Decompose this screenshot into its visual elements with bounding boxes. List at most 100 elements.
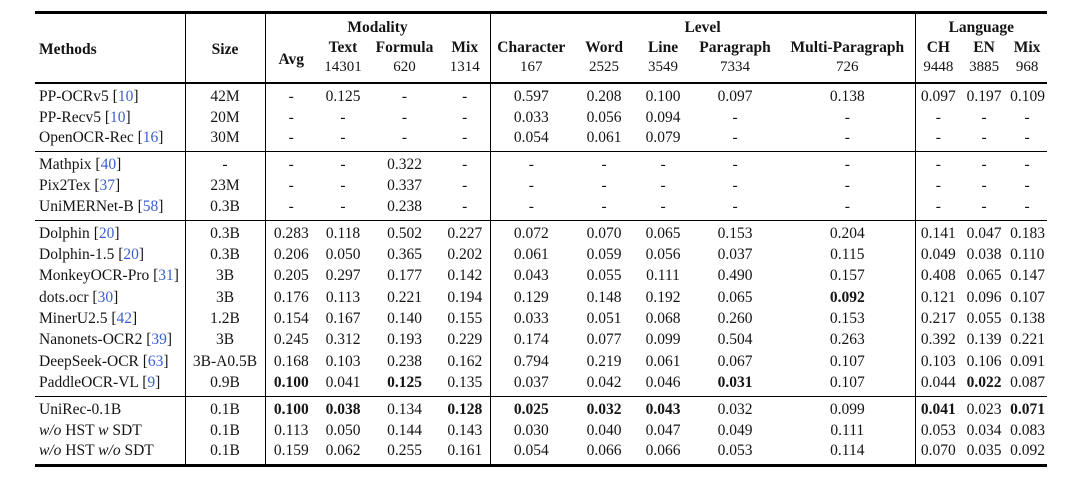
cell-line: 0.111 bbox=[646, 267, 680, 285]
cell-text: 0.050 bbox=[325, 421, 361, 439]
cell-ch: - bbox=[914, 151, 962, 176]
cell-size: 20M bbox=[185, 106, 266, 129]
cell-line: - bbox=[660, 156, 666, 174]
cell-word: 0.061 bbox=[586, 129, 622, 147]
cell-character: 0.054 bbox=[489, 441, 573, 466]
cell-mix-language: 0.071 bbox=[1010, 400, 1045, 418]
col-header-avg: Avg bbox=[278, 50, 305, 68]
cell-avg: 0.159 bbox=[273, 442, 309, 460]
cell-method: UniRec-0.1B bbox=[35, 396, 186, 420]
table-row: MonkeyOCR-Pro [31] 3B 0.205 0.297 0.177 0.142… bbox=[35, 265, 1047, 288]
cell-size: 0.1B bbox=[185, 396, 266, 420]
citation-link[interactable]: 30 bbox=[97, 288, 114, 306]
cell-paragraph: - bbox=[732, 129, 738, 147]
citation-link[interactable]: 16 bbox=[142, 129, 159, 147]
citation-link[interactable]: 10 bbox=[117, 87, 134, 105]
citation-bracket: ] bbox=[138, 245, 145, 263]
cell-formula: 0.255 bbox=[387, 442, 422, 460]
cell-avg: - bbox=[288, 129, 294, 147]
col-header-methods: Methods bbox=[35, 12, 186, 83]
cell-method: MonkeyOCR-Pro [31] bbox=[35, 265, 186, 288]
cell-text: 0.062 bbox=[325, 442, 361, 460]
cell-mix-language: - bbox=[1024, 197, 1030, 215]
cell-text: 0.038 bbox=[325, 400, 361, 418]
cell-mix-modality: 0.143 bbox=[447, 421, 483, 439]
paper-table-figure: Methods Size Modality Level Language Avg… bbox=[35, 11, 1048, 468]
cell-multi-paragraph: 0.107 bbox=[829, 373, 865, 391]
method-name: Dolphin bbox=[39, 225, 90, 243]
cell-size: 1.2B bbox=[185, 308, 266, 330]
cell-paragraph: 0.260 bbox=[717, 310, 753, 328]
cell-size: 3B bbox=[185, 287, 266, 309]
citation-link[interactable]: 10 bbox=[110, 108, 126, 126]
cell-avg: 0.100 bbox=[273, 373, 309, 391]
cell-multi-paragraph: 0.157 bbox=[829, 267, 865, 285]
cell-paragraph: 0.153 bbox=[717, 225, 753, 243]
cell-character: 0.061 bbox=[489, 244, 573, 266]
table-row: dots.ocr [30] 3B 0.176 0.113 0.221 0.194 0.129… bbox=[35, 287, 1047, 309]
cell-multi-paragraph: 0.115 bbox=[830, 245, 865, 263]
cell-mix-modality: 0.162 bbox=[447, 352, 483, 370]
cell-paragraph: 0.049 bbox=[717, 421, 753, 439]
cell-size: 0.1B bbox=[185, 419, 266, 442]
row-group: Mathpix [40] - - -0.322- - - - - - - - - Pix2Tex [37… bbox=[35, 151, 1048, 221]
cell-text: - bbox=[340, 129, 346, 147]
cell-size: 3B bbox=[185, 265, 266, 288]
cell-multi-paragraph: 0.111 bbox=[830, 421, 865, 439]
cell-formula: - bbox=[401, 87, 408, 105]
cell-mix-modality: - bbox=[462, 129, 468, 147]
cell-text: - bbox=[340, 177, 346, 195]
citation-link[interactable]: 20 bbox=[123, 245, 139, 263]
cell-line: 0.047 bbox=[645, 421, 681, 439]
cell-ch: - bbox=[914, 128, 962, 152]
cell-word: 0.032 bbox=[586, 400, 622, 418]
citation-link[interactable]: 63 bbox=[147, 352, 164, 370]
cell-formula: 0.221 bbox=[387, 288, 422, 306]
cell-size: 30M bbox=[185, 128, 266, 152]
cell-paragraph: 0.504 bbox=[717, 331, 753, 349]
cell-mix-modality: - bbox=[462, 108, 468, 126]
cell-text: 0.113 bbox=[325, 288, 361, 306]
cell-method: w/o HST w SDT bbox=[35, 419, 186, 442]
cell-en: 0.197 bbox=[966, 87, 1002, 105]
cell-ch: 0.044 bbox=[914, 372, 962, 397]
citation-link[interactable]: 20 bbox=[98, 225, 115, 243]
citation-link[interactable]: 42 bbox=[116, 310, 133, 328]
citation-bracket: [ bbox=[137, 129, 143, 147]
cell-ch: 0.070 bbox=[914, 441, 962, 466]
method-name: UniRec-0.1B bbox=[39, 400, 122, 418]
cell-avg: 0.176 bbox=[273, 288, 309, 306]
cell-en: 0.065 bbox=[966, 267, 1002, 285]
cell-en: - bbox=[981, 197, 987, 215]
col-header-mix-modality: Mix bbox=[451, 39, 479, 57]
cell-paragraph: 0.067 bbox=[717, 352, 753, 370]
cell-mix-modality: 0.128 bbox=[447, 400, 483, 418]
row-group: PP-OCRv5 [10] 42M -0.125- -0.597 0.208 0.100 0… bbox=[35, 82, 1048, 152]
cell-avg: 0.154 bbox=[273, 310, 309, 328]
citation-link[interactable]: 37 bbox=[99, 177, 116, 195]
method-name-part: HST bbox=[61, 442, 99, 460]
cell-paragraph: - bbox=[732, 156, 738, 174]
citation-bracket: ] bbox=[173, 267, 179, 285]
cell-line: 0.068 bbox=[645, 310, 681, 328]
citation-link[interactable]: 58 bbox=[142, 197, 159, 215]
citation-link[interactable]: 40 bbox=[100, 156, 117, 174]
cell-mix-language: 0.092 bbox=[1010, 442, 1045, 460]
method-name: MonkeyOCR-Pro bbox=[39, 267, 150, 285]
cell-multi-paragraph: 0.153 bbox=[829, 310, 865, 328]
col-header-formula: Formula bbox=[375, 39, 434, 57]
citation-link[interactable]: 39 bbox=[151, 331, 167, 349]
cell-en: 0.139 bbox=[966, 331, 1002, 349]
cell-size: - bbox=[185, 151, 266, 176]
citation-link[interactable]: 9 bbox=[147, 373, 156, 391]
cell-formula: 0.193 bbox=[387, 331, 422, 349]
table-row: UniRec-0.1B 0.1B 0.100 0.038 0.134 0.128 0.025… bbox=[35, 396, 1047, 420]
cell-mix-language: 0.083 bbox=[1010, 421, 1045, 439]
citation-bracket: [ bbox=[142, 373, 148, 391]
citation-link[interactable]: 31 bbox=[158, 267, 174, 285]
cell-word: 0.070 bbox=[586, 225, 622, 243]
cell-text: - bbox=[340, 156, 346, 174]
group-header-language: Language bbox=[948, 19, 1015, 36]
cell-line: 0.094 bbox=[645, 108, 681, 126]
citation-bracket: ] bbox=[116, 156, 122, 174]
